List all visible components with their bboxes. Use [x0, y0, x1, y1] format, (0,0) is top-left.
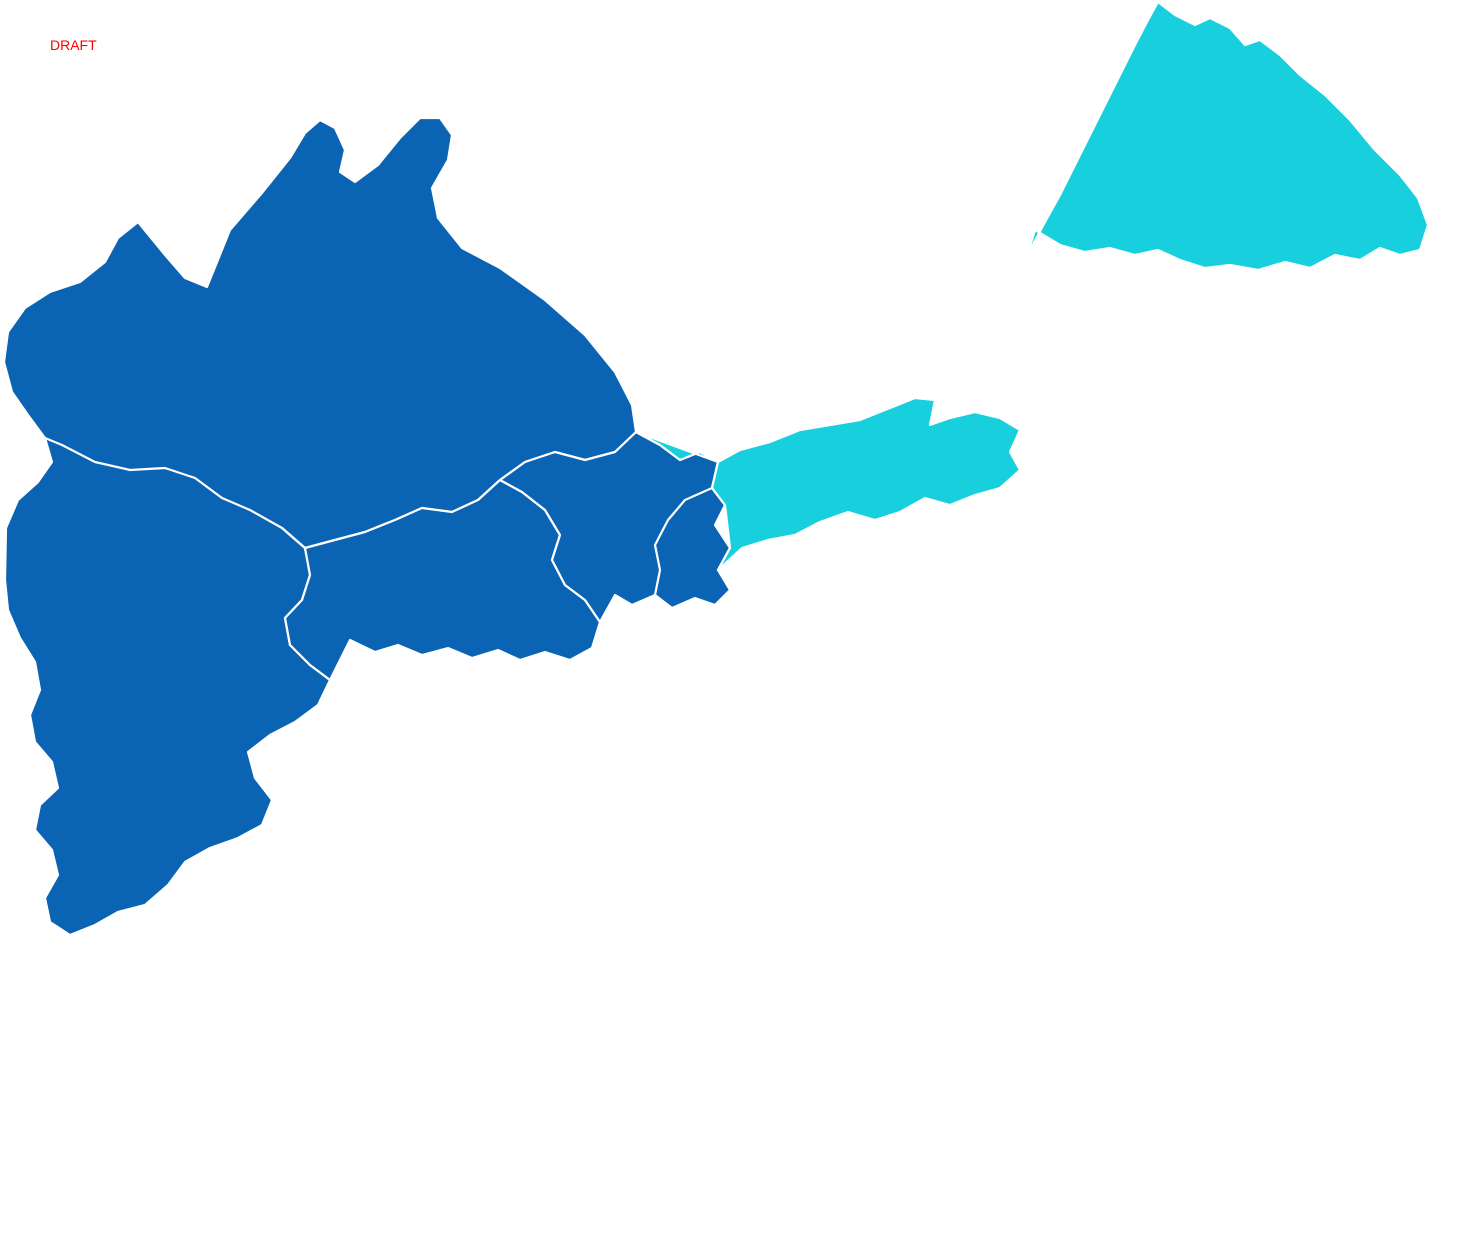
svg-text:DRAFT: DRAFT [50, 37, 97, 53]
